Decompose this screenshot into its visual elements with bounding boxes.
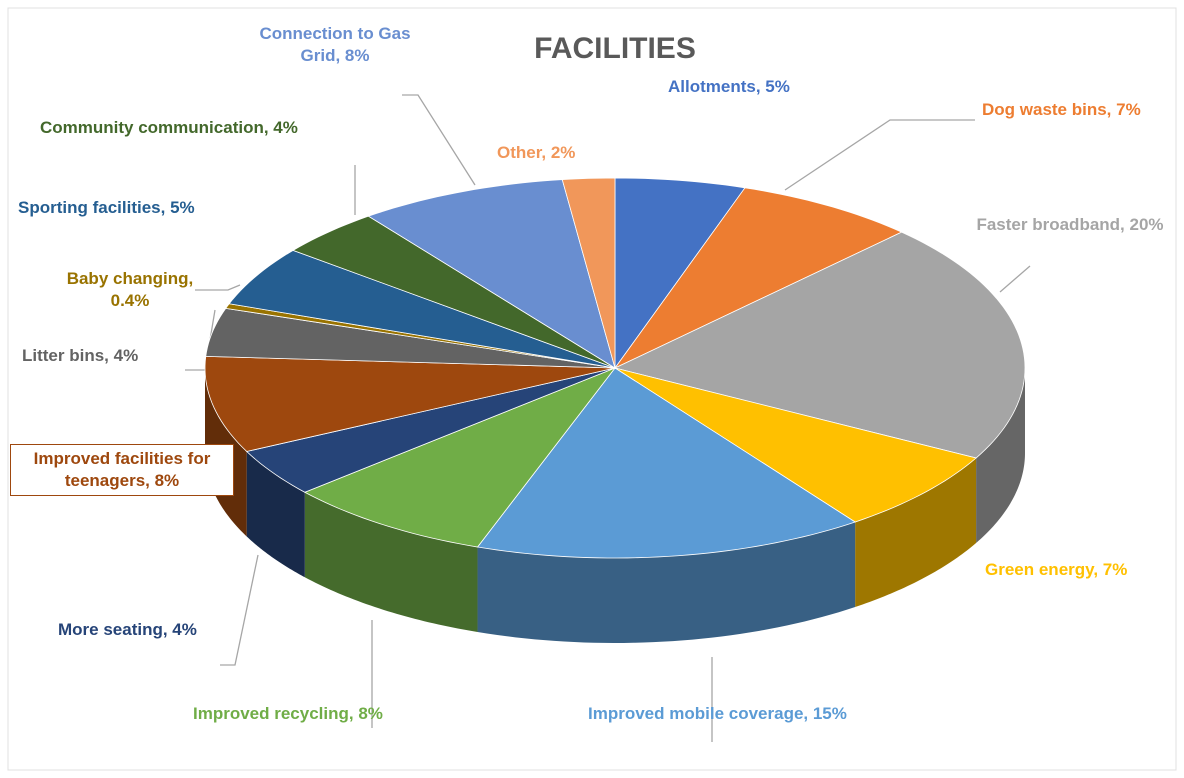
pie-slice [614,177,746,370]
pie-side [855,458,977,608]
pie-sides [205,368,1025,643]
pie-slice [614,367,977,523]
data-label: Litter bins, 4% [22,346,139,365]
data-label: Faster broadband, 20% [976,215,1164,234]
leader-line [402,94,476,186]
pie-slice [205,307,616,369]
leader-line [195,284,241,291]
pie-slice [204,355,616,452]
pie-slice [292,215,616,369]
pie-side [304,492,478,633]
data-label: Allotments, 5% [668,77,790,96]
pie-side [976,368,1025,544]
leader-line [999,265,1031,293]
pie-slice [228,249,616,369]
pie-slice [476,367,857,559]
data-label: Improved mobile coverage, 15% [588,704,847,723]
chart-title: FACILITIES [534,32,696,65]
pie-tops [204,177,1026,559]
data-label: Dog waste bins, 7% [982,100,1141,119]
pie-slice [561,177,616,369]
data-label: Green energy, 7% [985,560,1128,579]
pie-side [246,451,305,578]
pie-side [477,522,856,643]
pie-slice [614,187,903,369]
data-label: Improved recycling, 8% [193,704,383,723]
pie-slice [303,367,617,548]
data-label: More seating, 4% [58,620,197,639]
data-label: Community communication, 4% [40,118,298,137]
data-label: Improved facilities for teenagers, 8% [10,444,234,496]
data-label: Connection to Gas Grid, 8% [259,24,411,65]
pie-slice [245,367,616,493]
data-label: Baby changing, 0.4% [66,269,194,310]
leader-line [784,119,975,191]
data-label: Other, 2% [497,143,576,162]
chart-border [7,7,1177,771]
data-label: Sporting facilities, 5% [18,198,195,217]
pie-slice [367,179,616,369]
leader-line [220,554,259,666]
pie-slice [613,231,1026,459]
